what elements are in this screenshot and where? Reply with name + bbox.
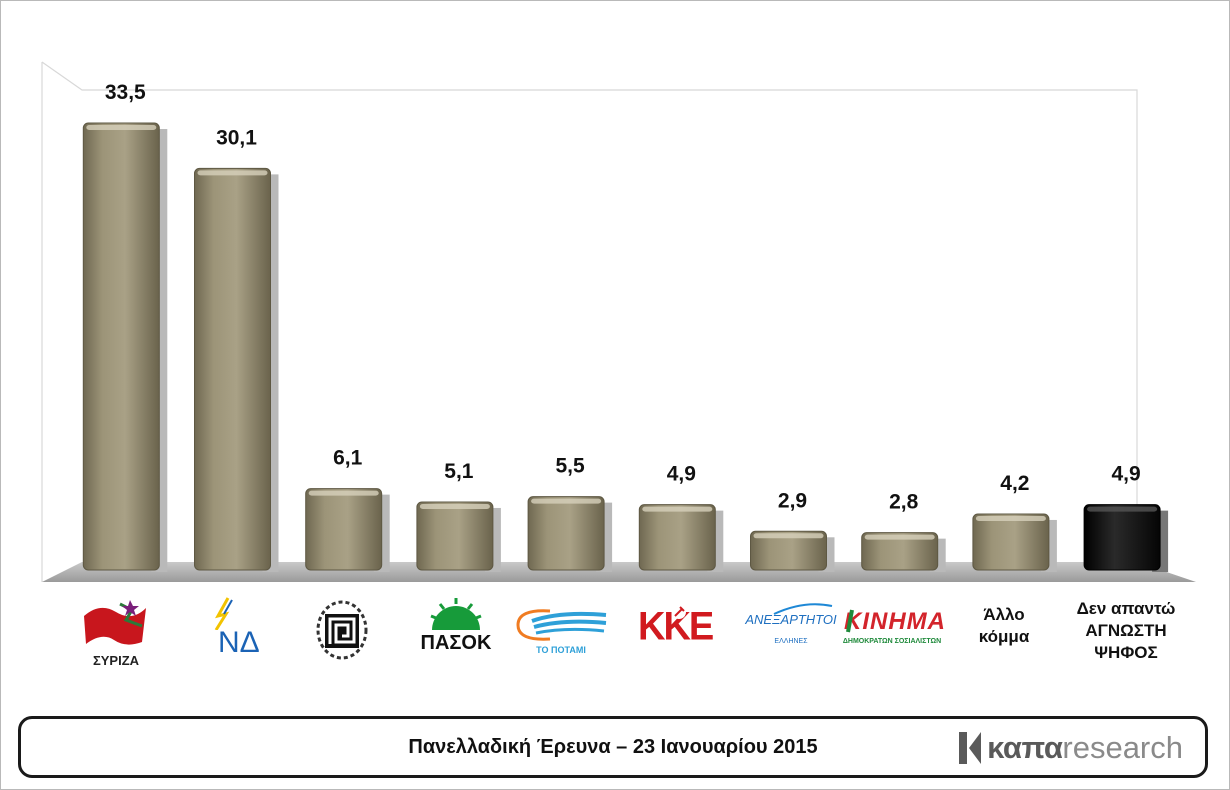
category-label-other: Άλλο κόμμα <box>960 604 1048 648</box>
anel-logo-subtext: ΕΛΛΗΝΕΣ <box>774 638 808 645</box>
kinima-logo-subtext: ΔΗΜΟΚΡΑΤΩΝ ΣΟΣΙΑΛΙΣΤΩΝ <box>842 638 942 645</box>
hammer-sickle-icon <box>672 605 686 619</box>
anel-logo-text: ΑΝΕΞΑΡΤΗΤΟΙ <box>745 612 837 627</box>
kinima-logo: ΚΙΝΗΜΑ ΔΗΜΟΚΡΑΤΩΝ ΣΟΣΙΑΛΙΣΤΩΝ <box>842 608 945 654</box>
potami-logo-text: ΤΟ ΠΟΤΑΜΙ <box>536 645 586 655</box>
bar-highlight-7 <box>864 534 935 540</box>
bar-highlight-9 <box>1087 506 1158 512</box>
bar-6 <box>750 530 827 571</box>
bar-value-label-6: 2,9 <box>778 489 807 512</box>
bar-value-label-1: 30,1 <box>216 126 257 149</box>
bar-highlight-8 <box>975 515 1046 521</box>
chart-back-wall <box>41 61 1138 562</box>
bar-9 <box>1083 504 1161 571</box>
bar-value-label-5: 4,9 <box>667 463 696 486</box>
pasok-logo: ΠΑΣΟΚ <box>416 596 496 660</box>
kke-logo: ΚΚΕ <box>638 604 720 654</box>
bar-highlight-0 <box>86 125 157 131</box>
golden-dawn-logo <box>312 598 372 668</box>
chart-canvas: 33,5 30,1 6,1 5,1 5,5 4,9 2,9 2,8 4,2 4,9 <box>41 61 1196 582</box>
meander-wreath-icon <box>316 600 368 660</box>
kinima-logo-text: ΚΙΝΗΜΑ <box>844 608 946 635</box>
pasok-logo-text: ΠΑΣΟΚ <box>420 632 492 654</box>
anel-logo: ΑΝΕΞΑΡΤΗΤΟΙ ΕΛΛΗΝΕΣ <box>744 600 838 658</box>
bar-4 <box>527 496 605 571</box>
bar-value-label-3: 5,1 <box>444 460 474 483</box>
kinima-green-stroke-icon <box>846 609 854 633</box>
bar-value-label-4: 5,5 <box>555 455 585 478</box>
bar-highlight-6 <box>753 533 824 539</box>
nd-logo-text: ΝΔ <box>218 626 260 659</box>
potami-logo: ΤΟ ΠΟΤΑΜΙ <box>510 603 612 661</box>
nd-logo: ΝΔ <box>200 596 270 664</box>
bar-chart: 33,5 30,1 6,1 5,1 5,5 4,9 2,9 2,8 4,2 4,9 ΣΥΡΙΖΑ … <box>41 61 1196 668</box>
bar-highlight-1 <box>197 170 268 176</box>
river-wave-icon <box>516 609 607 641</box>
kapa-research-logo: καπα research <box>953 727 1183 769</box>
bar-highlight-5 <box>642 506 713 512</box>
bar-5 <box>638 504 716 571</box>
footer-box: Πανελλαδική Έρευνα – 23 Ιανουαρίου 2015 … <box>18 716 1208 778</box>
category-label-no-answer-line1: Δεν απαντώ <box>1076 599 1176 618</box>
category-label-no-answer-line2: ΑΓΝΩΣΤΗ <box>1085 621 1167 640</box>
anel-swoosh-icon <box>773 603 833 615</box>
bar-value-label-7: 2,8 <box>889 491 919 514</box>
category-label-other-line1: Άλλο <box>983 605 1025 624</box>
bar-highlight-2 <box>308 490 379 496</box>
bar-value-label-8: 4,2 <box>1000 472 1029 495</box>
category-label-no-answer-line3: ΨΗΦΟΣ <box>1094 643 1158 662</box>
bar-7 <box>861 532 939 571</box>
nd-torch-icon <box>214 597 233 630</box>
category-label-no-answer: Δεν απαντώ ΑΓΝΩΣΤΗ ΨΗΦΟΣ <box>1056 598 1196 664</box>
bar-highlight-3 <box>419 503 490 509</box>
bar-highlight-4 <box>531 498 602 504</box>
footer-title: Πανελλαδική Έρευνα – 23 Ιανουαρίου 2015 <box>408 736 818 758</box>
bar-3 <box>416 501 494 571</box>
bar-value-label-0: 33,5 <box>105 81 146 104</box>
bar-value-label-9: 4,9 <box>1111 463 1140 486</box>
syriza-flag-icon <box>84 600 146 645</box>
green-sun-icon <box>430 598 482 630</box>
brand-name-light: research <box>1062 730 1183 765</box>
syriza-logo-text: ΣΥΡΙΖΑ <box>92 653 140 668</box>
bar-value-label-2: 6,1 <box>333 447 363 470</box>
brand-name-bold: καπα <box>987 730 1063 765</box>
category-label-other-line2: κόμμα <box>978 627 1030 646</box>
bar-8 <box>972 513 1050 571</box>
bar-2 <box>305 488 383 571</box>
syriza-logo: ΣΥΡΙΖΑ <box>80 598 152 668</box>
bar-1 <box>194 167 271 571</box>
bar-0 <box>82 122 160 571</box>
kapa-mark-icon <box>959 732 982 764</box>
